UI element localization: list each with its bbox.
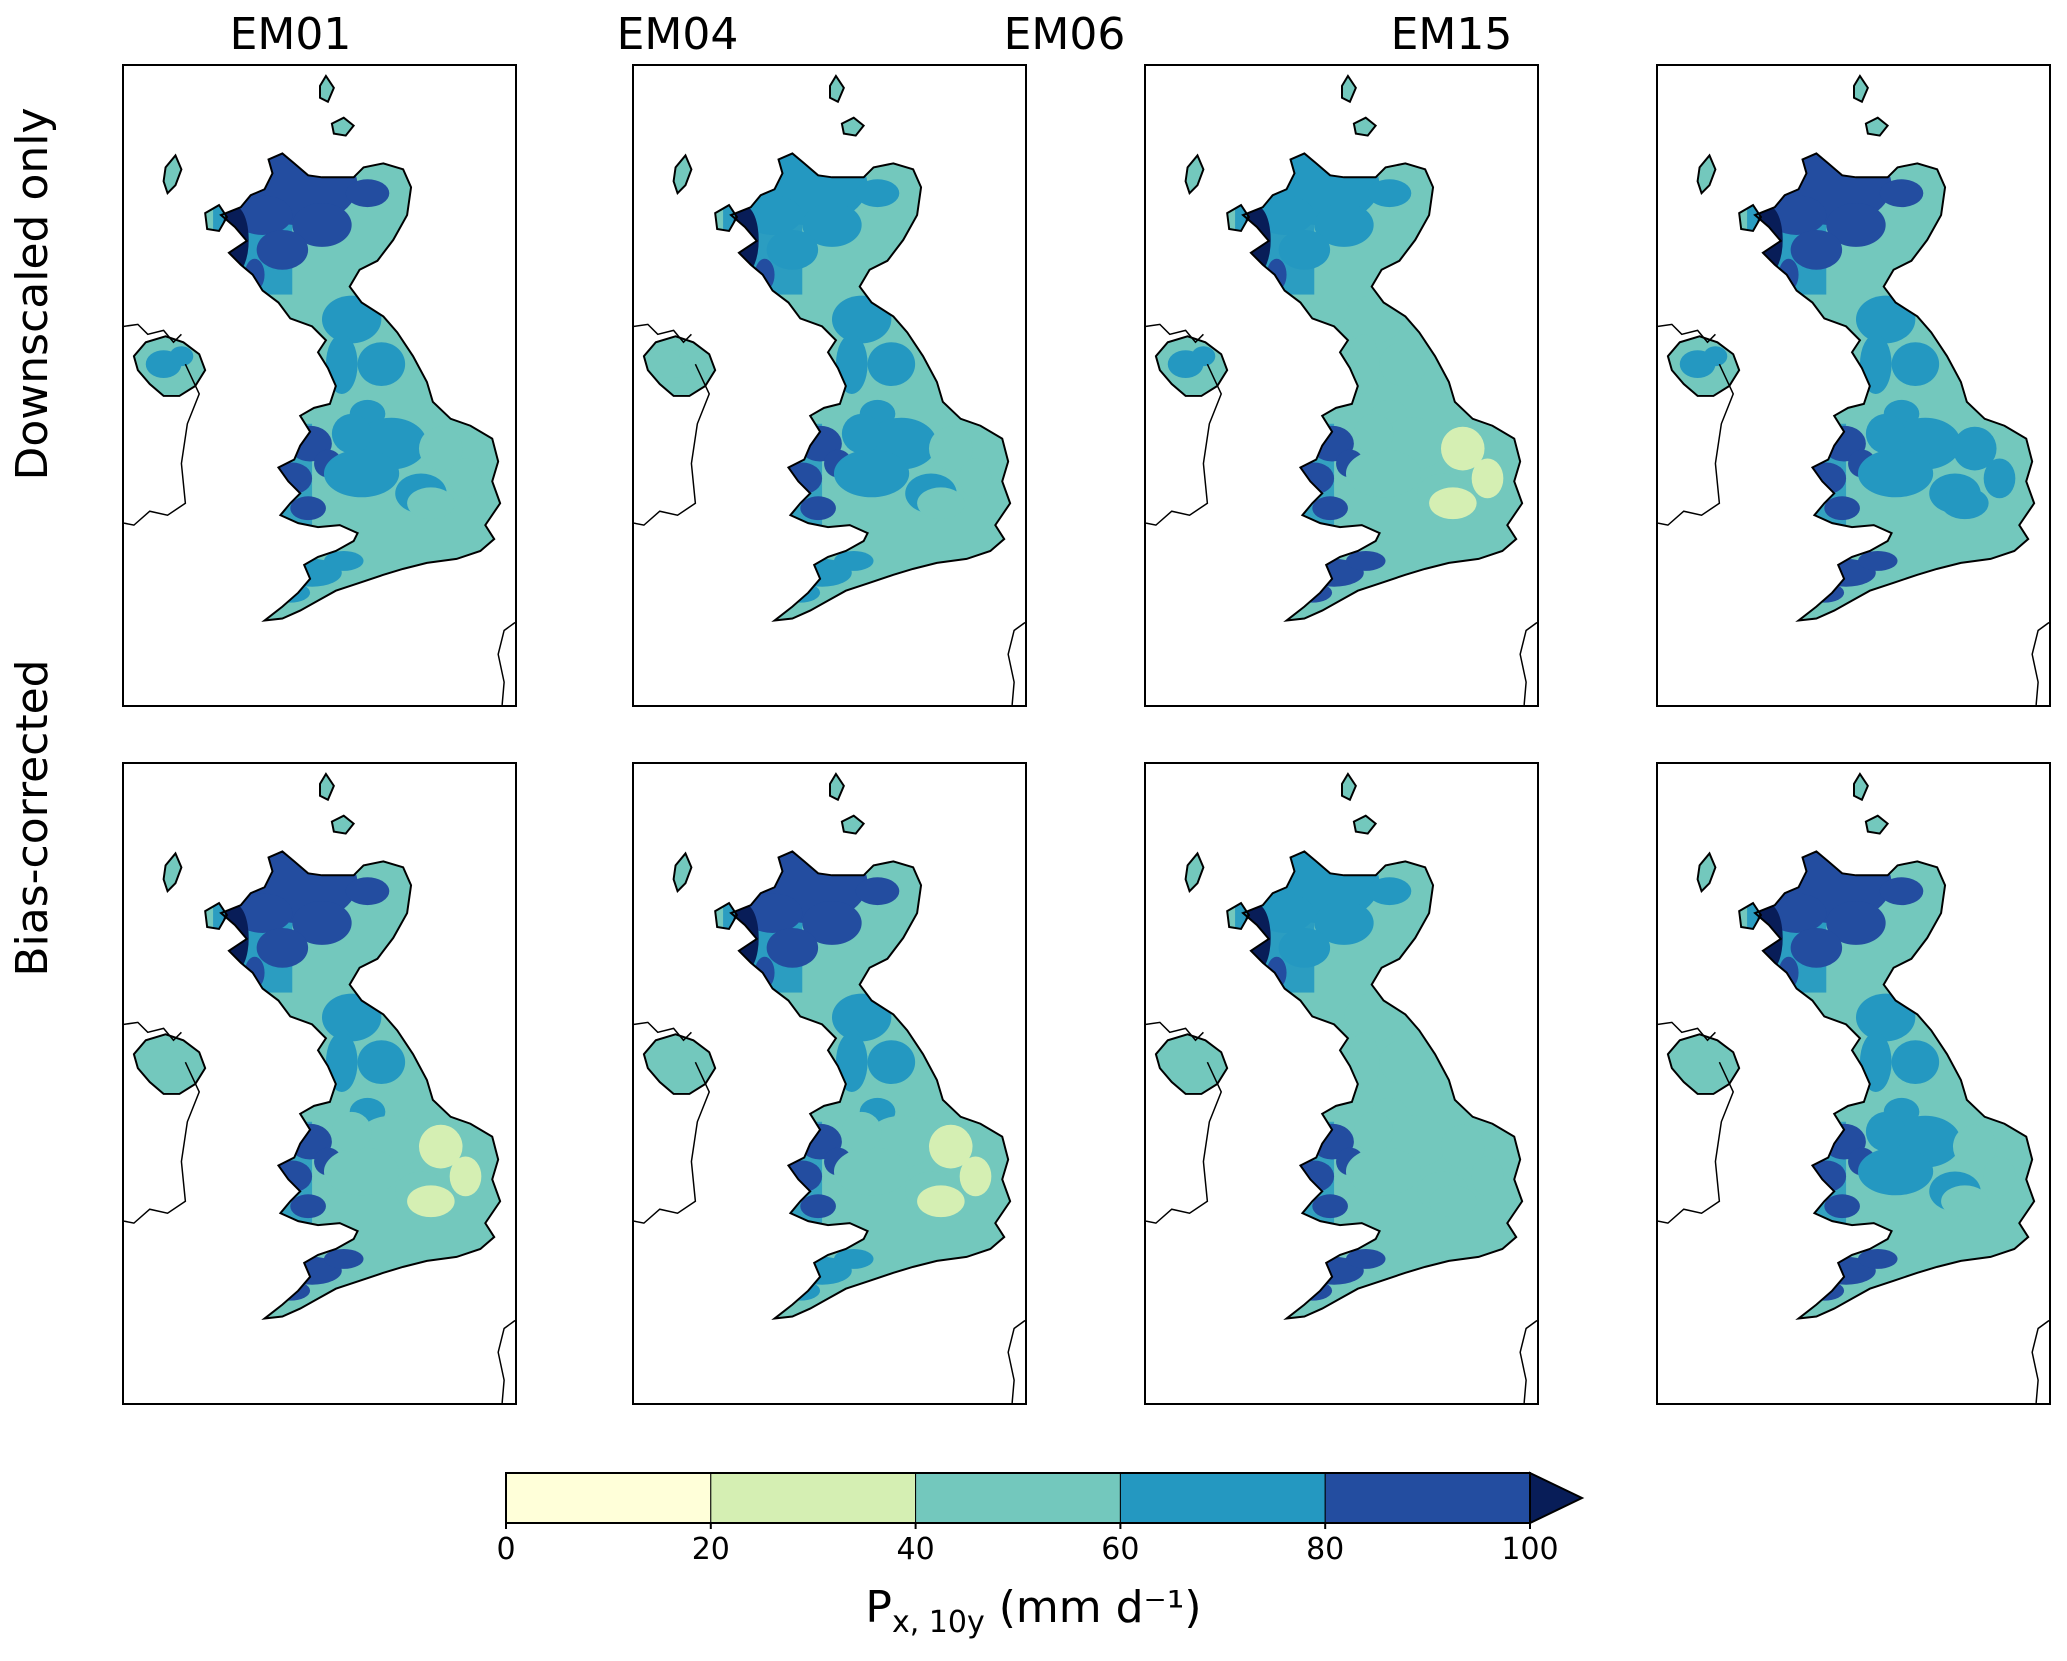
column-title-em01: EM01 bbox=[229, 9, 352, 60]
colorbar-frame bbox=[505, 1472, 1531, 1524]
colorbar-extend-arrow bbox=[1529, 1471, 1585, 1525]
colorbar-segment bbox=[915, 1472, 1121, 1524]
colorbar-segment bbox=[505, 1472, 712, 1524]
colorbar-label-subscript: x, 10y bbox=[891, 1604, 985, 1640]
colorbar-tick-label: 100 bbox=[1501, 1532, 1559, 1567]
map-panel-1-3 bbox=[1656, 762, 2051, 1405]
colorbar-label-units: (mm d⁻¹) bbox=[984, 1582, 1202, 1633]
colorbar bbox=[505, 1471, 1585, 1529]
colorbar-tick-label: 60 bbox=[1101, 1532, 1140, 1567]
colorbar-segment bbox=[710, 1472, 917, 1524]
colorbar-segment bbox=[1119, 1472, 1326, 1524]
map-svg bbox=[1658, 74, 2049, 705]
row-title-bias-corrected-text: Bias-corrected bbox=[7, 659, 58, 977]
map-panel-1-1 bbox=[632, 762, 1027, 1405]
map-svg bbox=[1146, 772, 1537, 1403]
column-title-em04: EM04 bbox=[616, 9, 739, 60]
map-svg bbox=[124, 74, 515, 705]
map-panel-1-2 bbox=[1144, 762, 1539, 1405]
map-svg bbox=[124, 772, 515, 1403]
colorbar-tick-label: 80 bbox=[1306, 1532, 1345, 1567]
column-title-em06: EM06 bbox=[1003, 9, 1126, 60]
map-panel-0-2 bbox=[1144, 64, 1539, 707]
colorbar-segment bbox=[1324, 1472, 1531, 1524]
map-panel-0-0 bbox=[122, 64, 517, 707]
map-panel-0-1 bbox=[632, 64, 1027, 707]
map-panel-0-3 bbox=[1656, 64, 2051, 707]
column-title-em15: EM15 bbox=[1390, 9, 1513, 60]
map-svg bbox=[634, 772, 1025, 1403]
map-svg bbox=[1658, 772, 2049, 1403]
map-panel-1-0 bbox=[122, 762, 517, 1405]
colorbar-label: Px, 10y (mm d⁻¹) bbox=[0, 1582, 2067, 1649]
colorbar-label-main: P bbox=[865, 1582, 892, 1633]
colorbar-tick-label: 40 bbox=[896, 1532, 935, 1567]
map-svg bbox=[1146, 74, 1537, 705]
colorbar-tick-label: 20 bbox=[691, 1532, 730, 1567]
colorbar-tick-label: 0 bbox=[496, 1532, 516, 1567]
map-svg bbox=[634, 74, 1025, 705]
row-title-downscaled-text: Downscaled only bbox=[7, 107, 58, 481]
